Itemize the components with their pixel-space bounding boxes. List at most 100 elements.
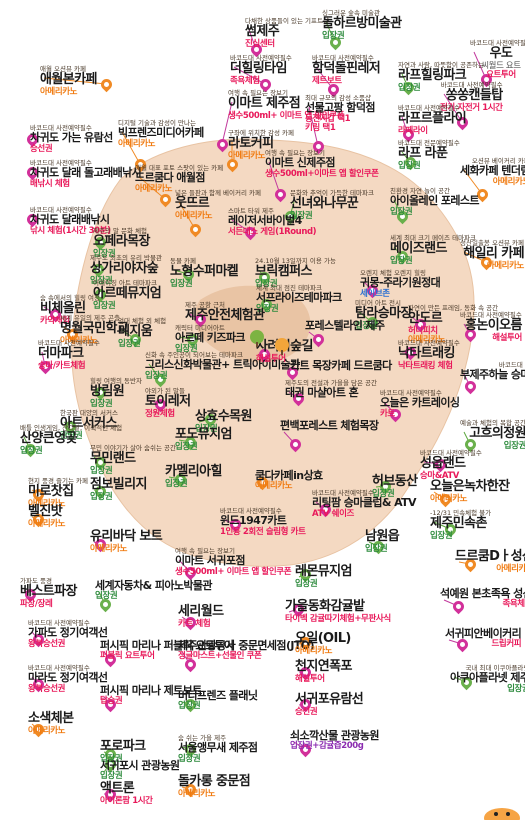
place-label[interactable]: 바코드대 사전예약필수 더힐링타임 족욕체험: [230, 54, 292, 86]
place-label[interactable]: 다채한 상품들이 있는 기프트샵 썸제주 진심센터: [245, 17, 329, 49]
place-label[interactable]: 바코드대 전문예약필수 라프 라푼 입장권: [398, 139, 460, 171]
place-label[interactable]: 제주관광공사 중문면세점(JTO) 정글마스트+선물인 쿠폰: [178, 639, 315, 662]
place-label[interactable]: 제주도의 전설과 가을을 담은 공간 태권 마샬아트 혼: [285, 379, 377, 400]
place-label[interactable]: 친환경 자연 놀이 공간 아이올레인 포레스트 입장권: [390, 187, 480, 217]
place-label[interactable]: 바코드대 사전예약필수 차귀도 달래배낚시 낚시 체험(1시간 30분): [30, 206, 111, 236]
place-label[interactable]: 자연과 사람, 따뜻함이 공존하는 라프힐링파크 입장권: [398, 61, 484, 93]
place-label[interactable]: 포로파크 입장권: [100, 739, 146, 764]
place-label[interactable]: 엄대 체험 외 체험 테지움 입장권: [118, 317, 166, 349]
place-label[interactable]: 세계 최대 크기 메이즈 테마파크 메이즈랜드 입장권: [390, 234, 476, 266]
place-label[interactable]: 드르쿰Dㅏ성산아메리카노: [455, 549, 525, 574]
place-label[interactable]: 상효수목원 입장권: [195, 409, 252, 434]
place-label[interactable]: 서귀포시 관광농원 입장권: [100, 759, 180, 782]
place-label[interactable]: 천지연폭포 해설투어: [295, 659, 352, 684]
place-label[interactable]: 오렌지 체험 오렌지 힐링 귀몽-주라기원정대 세이브존: [360, 269, 441, 299]
place-label[interactable]: 바코드대 사전예약필수 윈드1947카트 1인용 2회전 슬림형 카트: [220, 507, 306, 537]
place-label[interactable]: 어메이징 아트 테마파크 아르떼뮤지엄 입장권: [93, 279, 162, 311]
place-label[interactable]: 오늘은녹차한잔 아메리카노: [430, 479, 510, 504]
place-label[interactable]: 포레스텔라인 제주: [305, 319, 385, 332]
place-label[interactable]: 편백포레스트 체험목장: [280, 419, 379, 432]
place-label[interactable]: 바코드대 사전예약필수 오늘은 카트레이싱 카트: [380, 389, 460, 419]
place-label[interactable]: 신화 속 주인공이 되어보는 테마파크 그리스신화박물관+ 트릭아이미술관 입장권: [145, 351, 300, 381]
place-label[interactable]: 구좌에 위치한 감성 카페 라토커피 아메리카노: [228, 129, 294, 161]
place-label[interactable]: 오일(OIL) 아메리카노: [295, 631, 351, 656]
place-label[interactable]: 서귀포유람선 승선권: [295, 692, 364, 717]
place-label[interactable]: 버디프렌즈 플래닛 입장권: [178, 689, 258, 712]
place-label[interactable]: -12/31 민속체험 불가 제주민속촌 입장권: [430, 509, 491, 541]
place-label[interactable]: 포도뮤지엄 입장권: [175, 427, 232, 452]
place-label[interactable]: 바코드대 사전예약필수부제주하늘 승마&ATV승마체험: [460, 361, 525, 391]
place-label[interactable]: 바코드대 사전예약필수 성읍랜드 승마&ATV: [420, 449, 482, 481]
place-label[interactable]: 레몬뮤지엄 입장권: [295, 564, 352, 589]
place-label[interactable]: 최대 규모의 감성 소품샵 선물고팡 함덕점 동전지갑 택1 키링 택1: [305, 94, 375, 134]
place-label[interactable]: 바코드대 사전예약필수 쏭쏭캔들탑 전기 자전거 1시간: [440, 81, 503, 113]
place-label[interactable]: 쿰다카페in상효 아메리카노: [255, 469, 323, 492]
place-label[interactable]: 애월 오션뷰 카페 애월본카페 아메리카노: [40, 65, 97, 97]
place-label[interactable]: 바코드대 사전예약필수 차귀도 가는 유람선 승선권: [30, 124, 113, 154]
place-label[interactable]: 바코드대 사전예약필수 더마파크 승마/카트체험: [38, 339, 100, 371]
place-label[interactable]: 가을동화감귤밭 타이벡 감귤따기체험+무판사식: [285, 599, 391, 624]
place-label[interactable]: 제주도 최초의 유리 박물관 상가리야자숲 입장권: [90, 254, 162, 286]
place-label[interactable]: 숨 속에서의 힐링 여정 비체올린 카약체험: [40, 294, 100, 326]
place-label[interactable]: 제주 공항 근처 제주안전체험관: [185, 301, 265, 324]
place-label[interactable]: 24.10월 13일까지 이용 가능 브릭캠퍼스 입장권: [255, 257, 336, 289]
place-label[interactable]: 무민 이야기가 살아 숨쉬는 공간 무민랜드 입장권: [90, 444, 176, 476]
place-label[interactable]: 디지털 기술과 감성이 만나는 빅프렌즈미디어카페 아메리카노: [118, 119, 204, 149]
place-label[interactable]: 돌카롱 중문점 아메리카노: [178, 774, 251, 799]
place-label[interactable]: 유리바닥 보트 아메리카노: [90, 529, 163, 554]
place-label[interactable]: 여행 속 필요는 장보기 이마트 서귀포점 생수500ml+ 이마트 앱 할인쿠폰: [175, 547, 292, 577]
place-label[interactable]: 여행 속 필요는 장보기 이마트 신제주점 생수500ml+이마트 앱 할인쿠폰: [265, 149, 379, 179]
place-label[interactable]: 세리월드 카트 체험: [178, 604, 224, 629]
place-label[interactable]: 미디어 아트 전시 탐라승마장 입장권: [355, 299, 412, 331]
place-label[interactable]: 넓은 들판과 함께 베이커리 카페 웃뜨르 아메리카노: [175, 189, 261, 221]
place-label[interactable]: 배틀 인생게임, 잔디밭, 이색적인 체험 산양큰엉곶 입장권: [20, 424, 122, 456]
place-label[interactable]: 벨진밧 아메리카노: [28, 504, 66, 529]
place-label[interactable]: 가파도 풍경 베스트파장 파장/장레: [20, 577, 77, 609]
place-label[interactable]: 세계 최대 점진 테마파크 서프라이즈테마파크 입장권: [256, 284, 342, 314]
place-label[interactable]: 힐링 여행의 동반자 방림원 입장권: [90, 377, 142, 409]
place-label[interactable]: 석예원 본초족욕 성산족욕체험: [440, 587, 525, 610]
place-label[interactable]: 쇠소깍산물 관광농원 입장권+감귤즙200g: [290, 729, 380, 752]
place-label[interactable]: 바코드대 사전예약필수 홍논이오름 해설투어: [460, 311, 522, 343]
place-label[interactable]: 바코드대 사전예약필수 함덕돌핀레저 제트보트: [312, 54, 381, 86]
place-label[interactable]: 카트 목장카페 드르쿰다: [290, 359, 392, 372]
place-label[interactable]: 바코드대 사전예약필수 낙타트래킹 낙타트래킹 체험: [398, 339, 460, 371]
place-label[interactable]: 예술과 체험의 복합 공간 고흐의정원 입장권: [460, 419, 525, 451]
place-label[interactable]: 자연이 만든 프레임, 동화 속 공간 안도르 허니피치 아메리카노: [408, 304, 498, 346]
place-label[interactable]: 액트론 아이론팜 1시간: [100, 781, 153, 806]
place-label[interactable]: 야외가 된 말들 토이레저 정원체험: [145, 387, 191, 419]
place-label[interactable]: 문화와 추억이 가득한 테마파크 선녀와나무꾼 입장권: [290, 189, 374, 221]
place-label[interactable]: 스마트 타워 제주 레이저서바이벌4 서든데스 게임(1Round): [228, 207, 317, 237]
place-label[interactable]: 성산일출봉 오션뷰 카페 해일리 카페 아메리카노: [460, 239, 525, 271]
place-label[interactable]: 한국판 대양의 서커스 아트서커스 관람권: [60, 409, 118, 441]
place-label[interactable]: 바코드대 사전예약필수 리팅팜 승마클럽& ATV ATV 쉐이즈: [312, 489, 417, 519]
place-label[interactable]: 동물 카페 노형수퍼마켙 입장권: [170, 257, 239, 289]
place-label[interactable]: 남원읍 입장권: [365, 529, 400, 554]
place-label[interactable]: 캐릭터 미디어아트 아르떼 키즈파크 입장권: [175, 324, 245, 354]
place-label[interactable]: 현지 풍경 즐기는 카페 미로찻집 아메리카노: [28, 477, 88, 509]
place-label[interactable]: 바코드대 사전예약필수 가파도 정기여객선 왕복승선권: [28, 619, 108, 649]
place-label[interactable]: 제주의 말 문화 체험 오페라목장 입장권: [93, 227, 150, 259]
place-label[interactable]: 싱그러운 숲속 미술관 돌하르방미술관 입장권: [322, 9, 402, 41]
place-label[interactable]: 소색체본 아메리카노: [28, 711, 74, 736]
place-label[interactable]: 바코드대 사전예약필수 차귀도 달래 돌고래배낚시 배낚시 체험: [30, 159, 142, 189]
place-label[interactable]: 세계 유일의 제주 곤충 명월국민학교 아메리카노: [60, 314, 129, 346]
place-label[interactable]: 애월 대표 포토 스팟이 있는 카페 드르쿰다 애월점 아메리카노: [135, 164, 223, 194]
place-label[interactable]: 점보빌리지 입장권: [90, 477, 147, 502]
place-name: 포로파크: [100, 739, 146, 754]
place-name: 포레스텔라인 제주: [305, 319, 385, 332]
place-label[interactable]: 세계자동차& 피아노박물관 입장권: [95, 579, 213, 602]
place-label[interactable]: 퍼시픽 마리나 퍼블릭 요트투어 퍼블릭 요트투어: [100, 639, 234, 662]
place-name: 오페라목장: [93, 234, 150, 250]
place-label[interactable]: 바코드대 사전예약필수 마라도 정기여객선 왕복승선권: [28, 664, 108, 694]
place-label[interactable]: 숨 쉬는 가을 제주 서울앵무새 제주점 입장권: [178, 734, 258, 764]
place-label[interactable]: 바코드대 사전예약필수 라프르플라이 라떼라이: [398, 104, 467, 136]
place-label[interactable]: 퍼시픽 마리나 제트보트 탑승권: [100, 684, 202, 707]
place-label[interactable]: 서귀피안베이커리 드립커피: [445, 627, 522, 650]
place-label[interactable]: 여행 속 필요는 장보기 이마트 제주점 생수500ml+ 이마트 앱 할인쿠폰: [228, 89, 345, 121]
place-label[interactable]: 카멜리아힐 입장권: [165, 464, 222, 489]
place-label[interactable]: 허브동산 입장권: [372, 474, 418, 499]
